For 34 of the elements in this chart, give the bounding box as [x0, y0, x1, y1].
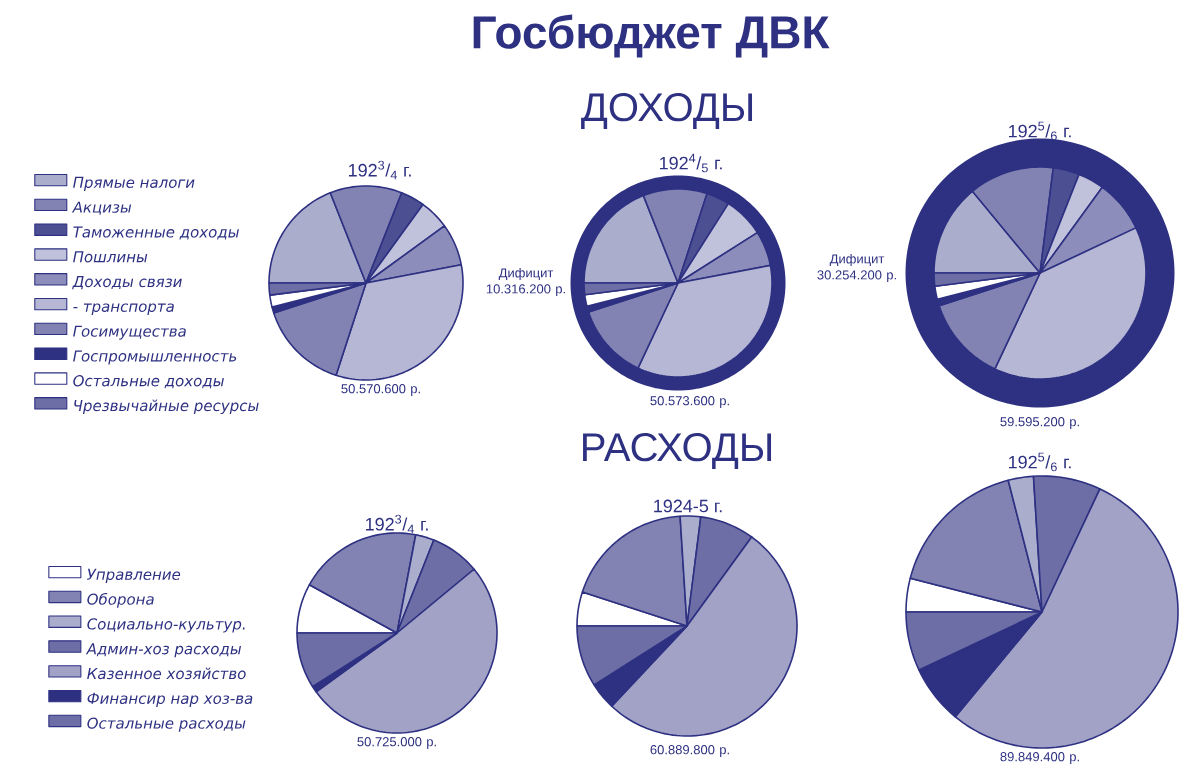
text: 50.570.600 р.: [341, 384, 420, 396]
legend-label: Таможенные доходы: [73, 226, 239, 240]
slice-label: 192$^{5}$/$_{6}$ г.: [1009, 452, 1071, 472]
slice-label: 192$^{4}$/$_{5}$ г.: [660, 153, 722, 173]
legend-label: Прямые налоги: [73, 176, 195, 191]
legend-label: Социально-культур.: [87, 618, 245, 633]
legend-label: Финансир нар хоз-ва: [87, 692, 253, 707]
legend-label: Казенное хозяйство: [87, 667, 246, 680]
text: 60.889.800 р.: [650, 745, 729, 757]
legend-label: Пошлины: [73, 251, 148, 263]
legend-label: Доходы связи: [72, 276, 182, 290]
text: Дифицит 30.254.200 р.: [817, 253, 896, 283]
legend-label: Остальные доходы: [73, 375, 224, 389]
slice-label: 192$^{3}$/$_{4}$ г.: [366, 514, 428, 534]
legend-label: Чрезвычайные ресурсы: [74, 399, 259, 415]
text: 59.595.200 р.: [1000, 417, 1079, 429]
chart-title: ДОХОДЫ: [581, 93, 753, 129]
legend-label: Управление: [87, 568, 181, 583]
chart-title: РАСХОДЫ: [583, 433, 772, 469]
legend-label: Админ-хоз расходы: [85, 643, 242, 658]
legend-label: Госимущества: [73, 325, 186, 340]
legend-label: Остальные расходы: [87, 717, 246, 732]
legend-label: Акцизы: [71, 201, 132, 215]
legend-label: - транспорта: [73, 303, 174, 315]
slice-label: 192$^{5}$/$_{6}$ г.: [1009, 121, 1071, 141]
text: 50.573.600 р.: [650, 396, 729, 408]
text: 50.725.000 р.: [357, 737, 436, 749]
legend-label: Оборона: [87, 592, 154, 608]
slice-label: 192$^{3}$/$_{4}$ г.: [349, 160, 411, 180]
legend-label: Госпромышленность: [73, 350, 237, 365]
text: Госбюджет ДВК: [473, 14, 830, 58]
text: Дифицит 10.316.200 р.: [486, 267, 565, 297]
slice-label: 1924-5 г.: [654, 499, 722, 513]
text: 89.849.400 р.: [1000, 752, 1079, 764]
